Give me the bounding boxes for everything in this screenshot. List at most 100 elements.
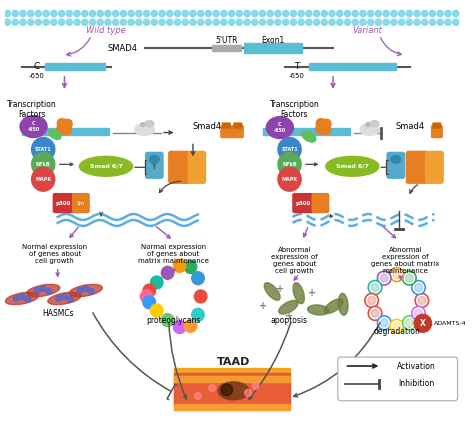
Circle shape (313, 19, 319, 25)
Bar (264, 127, 350, 135)
Ellipse shape (293, 283, 304, 304)
Circle shape (259, 10, 265, 17)
Circle shape (90, 19, 96, 25)
Circle shape (380, 274, 388, 282)
Ellipse shape (279, 301, 298, 314)
Circle shape (406, 19, 412, 25)
Circle shape (173, 320, 186, 333)
Circle shape (267, 10, 273, 17)
Circle shape (380, 319, 388, 327)
Circle shape (120, 19, 127, 25)
Circle shape (205, 19, 211, 25)
Circle shape (90, 10, 96, 17)
Circle shape (13, 296, 19, 302)
Ellipse shape (69, 284, 102, 297)
Circle shape (313, 10, 319, 17)
Ellipse shape (391, 155, 401, 163)
Circle shape (352, 19, 358, 25)
Text: C: C (33, 63, 39, 72)
Circle shape (412, 281, 425, 294)
Circle shape (4, 19, 10, 25)
Text: Smad4: Smad4 (396, 122, 425, 131)
Text: Abnormal
expression of
genes about
cell growth: Abnormal expression of genes about cell … (271, 247, 318, 274)
Circle shape (414, 19, 420, 25)
Ellipse shape (48, 292, 81, 305)
Text: T: T (293, 63, 299, 72)
Text: apoptosis: apoptosis (271, 316, 308, 325)
Circle shape (174, 10, 181, 17)
Circle shape (405, 319, 413, 327)
Circle shape (399, 10, 405, 17)
Circle shape (252, 382, 259, 390)
Circle shape (150, 276, 163, 289)
Ellipse shape (135, 124, 155, 136)
Circle shape (83, 286, 89, 291)
Circle shape (97, 19, 103, 25)
Circle shape (321, 19, 328, 25)
Text: +: + (259, 302, 267, 311)
FancyBboxPatch shape (433, 123, 441, 128)
Circle shape (278, 167, 301, 191)
Text: Smad 6/7: Smad 6/7 (90, 164, 122, 169)
Ellipse shape (57, 119, 72, 134)
Circle shape (283, 10, 289, 17)
Circle shape (414, 10, 420, 17)
Text: Smad4: Smad4 (193, 122, 222, 131)
Ellipse shape (80, 157, 133, 176)
FancyBboxPatch shape (234, 123, 242, 128)
Circle shape (377, 271, 391, 285)
Ellipse shape (302, 131, 316, 142)
Circle shape (74, 19, 80, 25)
Circle shape (415, 284, 422, 291)
Circle shape (58, 10, 64, 17)
Text: NFkB: NFkB (36, 162, 51, 167)
FancyBboxPatch shape (338, 357, 457, 401)
Circle shape (74, 10, 80, 17)
Ellipse shape (149, 155, 159, 163)
Circle shape (35, 287, 40, 293)
Circle shape (393, 271, 401, 278)
Circle shape (167, 10, 173, 17)
Text: Wild type: Wild type (86, 26, 126, 35)
Text: C
-650: C -650 (27, 121, 40, 132)
Circle shape (167, 19, 173, 25)
Circle shape (390, 268, 403, 281)
FancyBboxPatch shape (426, 151, 443, 183)
FancyBboxPatch shape (406, 151, 428, 183)
Ellipse shape (218, 382, 249, 400)
Circle shape (365, 293, 378, 308)
Circle shape (12, 19, 18, 25)
Circle shape (66, 19, 73, 25)
Text: Sm: Sm (77, 201, 85, 205)
Circle shape (32, 167, 55, 191)
Ellipse shape (57, 119, 72, 134)
Circle shape (151, 10, 157, 17)
Circle shape (278, 138, 301, 161)
Circle shape (151, 19, 157, 25)
Circle shape (51, 10, 57, 17)
Circle shape (429, 19, 436, 25)
Circle shape (27, 19, 34, 25)
Circle shape (329, 19, 335, 25)
Circle shape (213, 10, 219, 17)
Text: Inhibition: Inhibition (398, 379, 434, 388)
Ellipse shape (366, 123, 370, 127)
Circle shape (161, 266, 174, 279)
Circle shape (437, 10, 443, 17)
Circle shape (184, 320, 197, 332)
Text: MAPK: MAPK (35, 177, 51, 182)
Text: p300: p300 (56, 201, 71, 205)
Circle shape (418, 296, 426, 305)
Circle shape (194, 290, 207, 303)
Text: proteoglycans: proteoglycans (146, 316, 201, 325)
Bar (173, 373, 290, 405)
Text: 5'UTR: 5'UTR (216, 36, 238, 45)
Circle shape (205, 10, 211, 17)
Circle shape (20, 19, 26, 25)
Circle shape (402, 271, 416, 285)
Circle shape (105, 10, 111, 17)
Circle shape (12, 10, 18, 17)
Circle shape (77, 287, 83, 293)
Circle shape (82, 10, 88, 17)
FancyBboxPatch shape (169, 151, 190, 183)
